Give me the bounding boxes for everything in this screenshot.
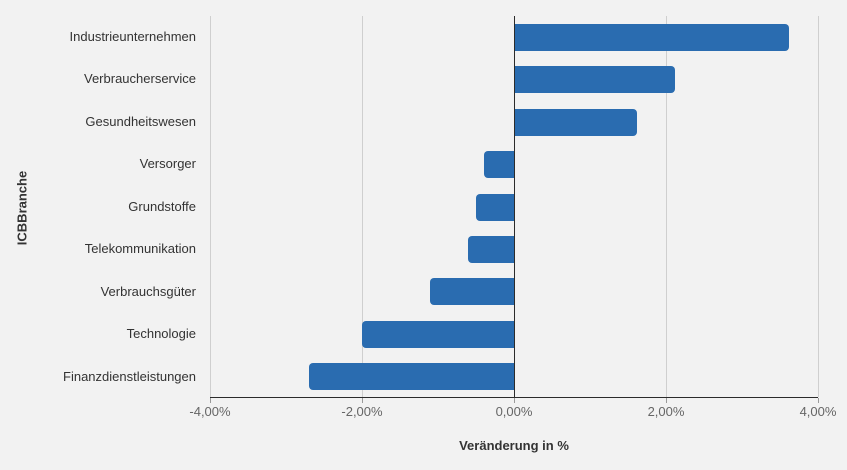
x-tick-label: 2,00% (647, 404, 685, 419)
category-label: Industrieunternehmen (69, 29, 196, 44)
category-label: Verbraucherservice (84, 71, 196, 87)
category-label: Gesundheitswesen (85, 113, 196, 129)
x-tick-label: -4,00% (189, 404, 231, 419)
category-label: Grundstoffe (128, 198, 196, 214)
category-label: Technologie (126, 326, 196, 342)
bar-Versorger[interactable] (483, 151, 514, 179)
gridline (818, 16, 819, 397)
x-tick-mark (362, 398, 363, 403)
zero-line (514, 16, 515, 397)
bar-Industrieunternehmen[interactable] (515, 23, 789, 51)
bar-Technologie[interactable] (362, 320, 514, 348)
x-tick-label: 0,00% (495, 404, 533, 419)
bar-Verbraucherservice[interactable] (515, 66, 675, 94)
bar-Grundstoffe[interactable] (476, 193, 514, 221)
x-axis-title: Veränderung in % (459, 438, 569, 453)
category-label: Finanzdienstleistungen (63, 368, 196, 384)
bar-Telekommunikation[interactable] (468, 235, 514, 263)
category-label: Versorger (139, 156, 196, 172)
x-axis-tick-labels: -4,00% -2,00% 0,00% 2,00% 4,00% (0, 404, 847, 422)
gridline (362, 16, 363, 397)
x-tick-mark (514, 398, 515, 403)
category-label: Telekommunikation (84, 241, 196, 257)
x-tick-label: 4,00% (799, 404, 837, 419)
x-tick-mark (210, 398, 211, 403)
y-axis-category-labels: Industrieunternehmen Verbraucherservice Ge… (0, 16, 203, 398)
gridline (210, 16, 211, 397)
x-tick-label: -2,00% (341, 404, 383, 419)
category-label: Verbrauchsgüter (100, 283, 196, 299)
x-tick-mark (818, 398, 819, 403)
bar-Verbrauchsgüter[interactable] (430, 278, 514, 306)
bar-Finanzdienstleistungen[interactable] (308, 363, 514, 391)
bar-Gesundheitswesen[interactable] (515, 108, 637, 136)
x-tick-mark (666, 398, 667, 403)
plot-area (210, 16, 819, 403)
gridline (666, 16, 667, 397)
